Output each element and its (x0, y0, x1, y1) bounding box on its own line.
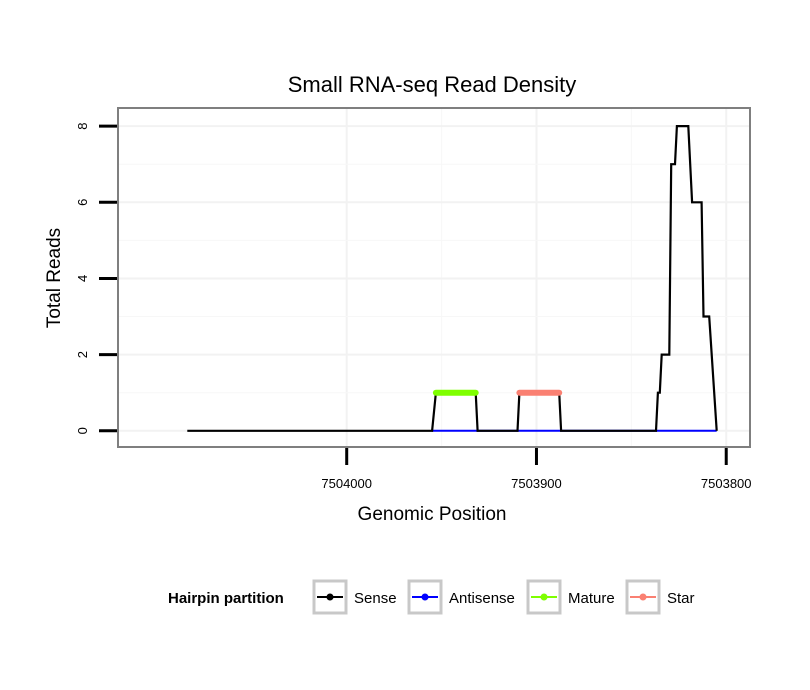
y-axis: 0 2 4 6 8 (75, 123, 117, 434)
legend-label: Mature (568, 590, 615, 607)
x-tick-label: 7504000 (321, 476, 372, 491)
series-sense-line (187, 124, 718, 432)
legend-item-sense: Sense (312, 579, 397, 615)
legend-key-point (540, 593, 548, 601)
chart-title: Small RNA-seq Read Density (288, 72, 577, 97)
legend-item-star: Star (625, 579, 695, 615)
legend-key-point (639, 593, 647, 601)
series-lines (187, 124, 718, 432)
y-tick-label: 6 (75, 199, 90, 206)
y-tick-label: 8 (75, 123, 90, 130)
y-tick-label: 2 (75, 351, 90, 358)
legend-label: Sense (354, 590, 397, 607)
legend: Hairpin partition Sense Antisense Mature St… (168, 579, 695, 615)
y-tick-label: 4 (75, 275, 90, 282)
legend-key-point (421, 593, 429, 601)
x-tick-label: 7503900 (511, 476, 562, 491)
x-axis: 7504000 7503900 7503800 (321, 448, 752, 491)
legend-item-antisense: Antisense (407, 579, 515, 615)
x-axis-title: Genomic Position (358, 504, 507, 525)
legend-label: Antisense (449, 590, 515, 607)
legend-item-mature: Mature (526, 579, 615, 615)
legend-label: Star (667, 590, 695, 607)
x-tick-label: 7503800 (701, 476, 752, 491)
y-tick-label: 0 (75, 427, 90, 434)
legend-key-point (326, 593, 334, 601)
legend-title: Hairpin partition (168, 590, 284, 607)
y-axis-title: Total Reads (44, 228, 65, 328)
